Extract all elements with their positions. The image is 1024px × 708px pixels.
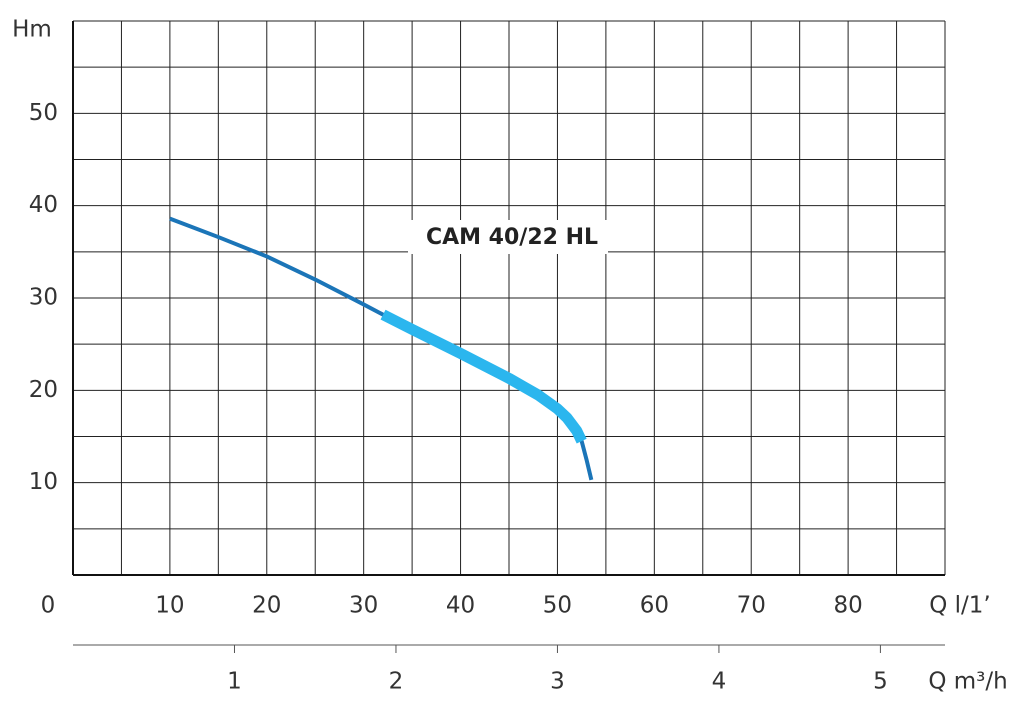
- x2-axis-label: Q m³/h: [928, 669, 1007, 695]
- x2-tick-label: 1: [227, 669, 242, 695]
- x2-tick-label: 3: [550, 669, 565, 695]
- y-tick-label: 30: [29, 285, 58, 311]
- x-tick-label: 10: [155, 593, 184, 619]
- curve: [380, 309, 587, 444]
- x-tick-label: 40: [446, 593, 475, 619]
- curve: [169, 216, 594, 481]
- x-tick-label: 0: [41, 593, 56, 619]
- annotation-bg: [408, 220, 608, 254]
- annotation: CAM 40/22 HL: [426, 225, 598, 250]
- x-tick-label: 50: [543, 593, 572, 619]
- x-tick-label: 30: [349, 593, 378, 619]
- x-tick-label: 80: [833, 593, 862, 619]
- x-tick-label: 20: [252, 593, 281, 619]
- x2-tick-label: 2: [389, 669, 404, 695]
- x2-tick-label: 5: [873, 669, 888, 695]
- y-tick-label: 10: [29, 469, 58, 495]
- x-tick-label: 70: [737, 593, 766, 619]
- y-axis-label: Hm: [12, 17, 52, 43]
- x-tick-label: 60: [640, 593, 669, 619]
- x-axis-label: Q l/1’: [929, 593, 991, 619]
- y-tick-label: 40: [29, 192, 58, 218]
- y-tick-label: 50: [29, 100, 58, 126]
- x2-tick-label: 4: [712, 669, 727, 695]
- y-tick-label: 20: [29, 377, 58, 403]
